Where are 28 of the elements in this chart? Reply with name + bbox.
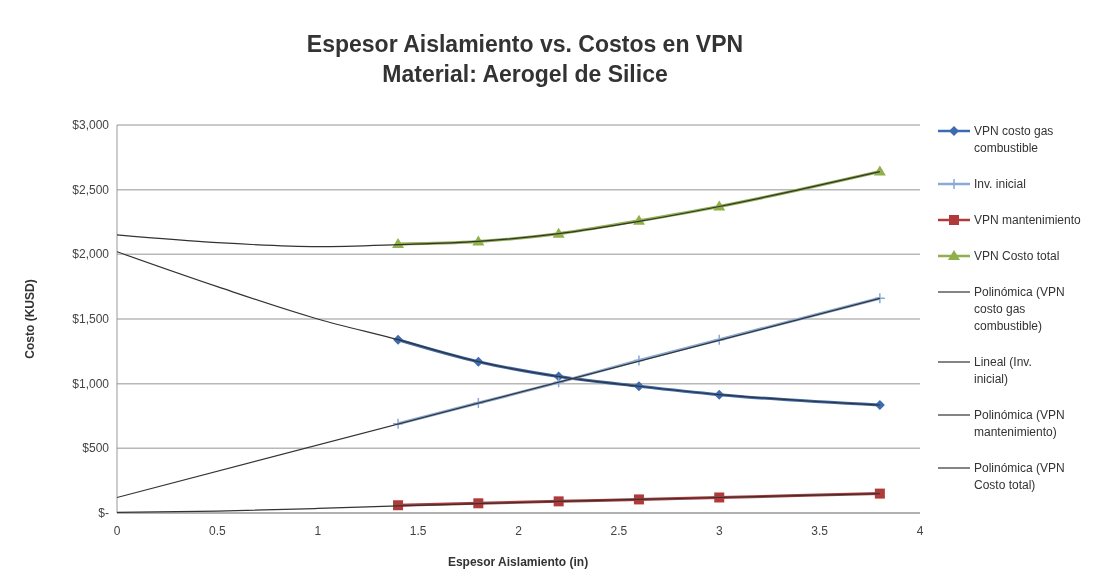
chart-subtitle: Material: Aerogel de Silice bbox=[382, 61, 668, 87]
legend-label: VPN Costo total bbox=[974, 249, 1060, 263]
legend-label: VPN mantenimiento bbox=[974, 213, 1082, 227]
legend-label: Inv. inicial bbox=[974, 177, 1026, 191]
legend-label: Polinómica (VPN mantenimiento) bbox=[974, 408, 1065, 439]
x-tick-label: 1.5 bbox=[409, 524, 427, 538]
legend-label: Polinómica (VPN Costo total) bbox=[974, 461, 1065, 492]
y-tick-label: $3,000 bbox=[72, 118, 110, 132]
y-tick-label: $1,000 bbox=[72, 376, 110, 391]
y-tick-label: $500 bbox=[82, 441, 110, 456]
y-tick-label: $2,500 bbox=[72, 182, 110, 197]
y-tick-label: $1,500 bbox=[72, 312, 110, 326]
chart-title: Espesor Aislamiento vs. Costos en VPN bbox=[306, 31, 744, 57]
legend-label: VPN costo gas combustible bbox=[974, 124, 1054, 155]
legend-label: Polinómica (VPN costo gas combustible) bbox=[974, 285, 1065, 333]
x-tick-label: 1 bbox=[314, 524, 322, 538]
legend-label: Lineal (Inv. inicial) bbox=[974, 355, 1032, 386]
y-tick-label: $- bbox=[98, 506, 109, 520]
x-tick-label: 3 bbox=[715, 524, 723, 538]
x-tick-label: 2 bbox=[515, 524, 523, 538]
x-axis-title: Espesor Aislamiento (in) bbox=[447, 555, 589, 569]
x-tick-label: 0.5 bbox=[209, 524, 227, 538]
y-tick-label: $2,000 bbox=[72, 247, 110, 262]
x-tick-label: 2.5 bbox=[610, 524, 628, 538]
x-tick-label: 3.5 bbox=[811, 524, 829, 538]
x-tick-label: 0 bbox=[113, 524, 121, 538]
y-axis-title: Costo (KUSD) bbox=[23, 279, 37, 359]
x-tick-label: 4 bbox=[916, 524, 924, 538]
